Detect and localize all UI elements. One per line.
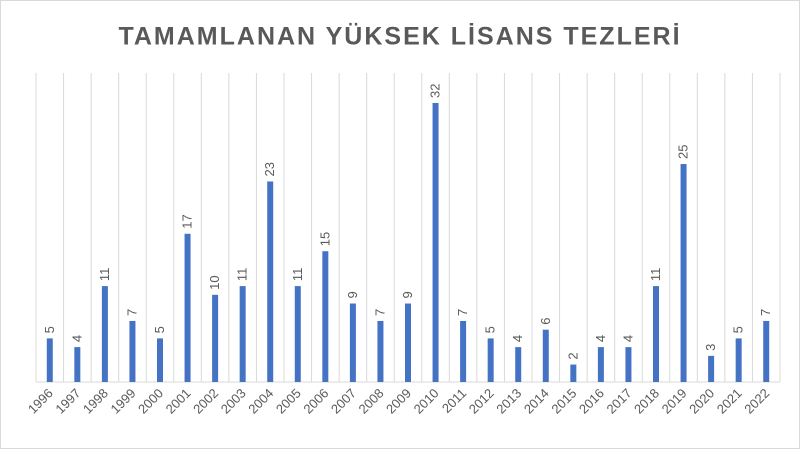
bar [267,181,274,382]
bar [625,347,632,382]
data-label: 11 [648,268,663,282]
bar [763,320,770,382]
bar [74,347,81,382]
data-label: 23 [262,162,277,176]
data-label: 2 [565,352,580,359]
bar [377,320,384,382]
bar [405,303,411,382]
data-label: 5 [152,326,167,333]
data-label: 7 [372,309,387,316]
data-label: 4 [510,335,525,342]
data-label: 6 [538,317,553,324]
bar [708,355,715,382]
bar [212,294,219,382]
data-label: 7 [758,309,773,316]
bar [515,347,522,382]
chart-title: TAMAMLANAN YÜKSEK LİSANS TEZLERİ [118,22,681,51]
data-label: 7 [455,309,470,316]
data-label: 17 [180,214,195,228]
data-label: 11 [235,268,250,282]
data-label: 5 [731,326,746,333]
data-label: 4 [620,335,635,342]
bar [735,338,742,382]
data-label: 15 [317,232,332,246]
data-label: 32 [428,84,443,98]
bar [129,320,136,382]
bar [570,364,577,382]
data-label: 4 [69,335,84,342]
data-label: 9 [400,291,415,298]
data-label: 9 [345,291,360,298]
bar [460,320,467,382]
data-label: 4 [593,335,608,342]
bar [487,338,494,382]
data-label: 5 [483,326,498,333]
bar [349,303,356,382]
bar [542,329,549,382]
data-label: 3 [703,344,718,351]
data-label: 5 [42,326,57,333]
data-label: 11 [290,268,305,282]
data-label: 7 [124,309,139,316]
bar [432,103,439,382]
bar [653,286,659,382]
bar [46,338,53,382]
bar [101,286,108,382]
data-label: 10 [207,275,222,289]
data-label: 11 [97,268,112,282]
bar [239,286,246,382]
data-label: 25 [676,145,691,159]
bar [680,164,687,382]
bar [184,233,191,382]
bar [322,251,329,382]
bar [294,286,301,382]
bar [157,338,163,382]
bar [597,347,604,382]
